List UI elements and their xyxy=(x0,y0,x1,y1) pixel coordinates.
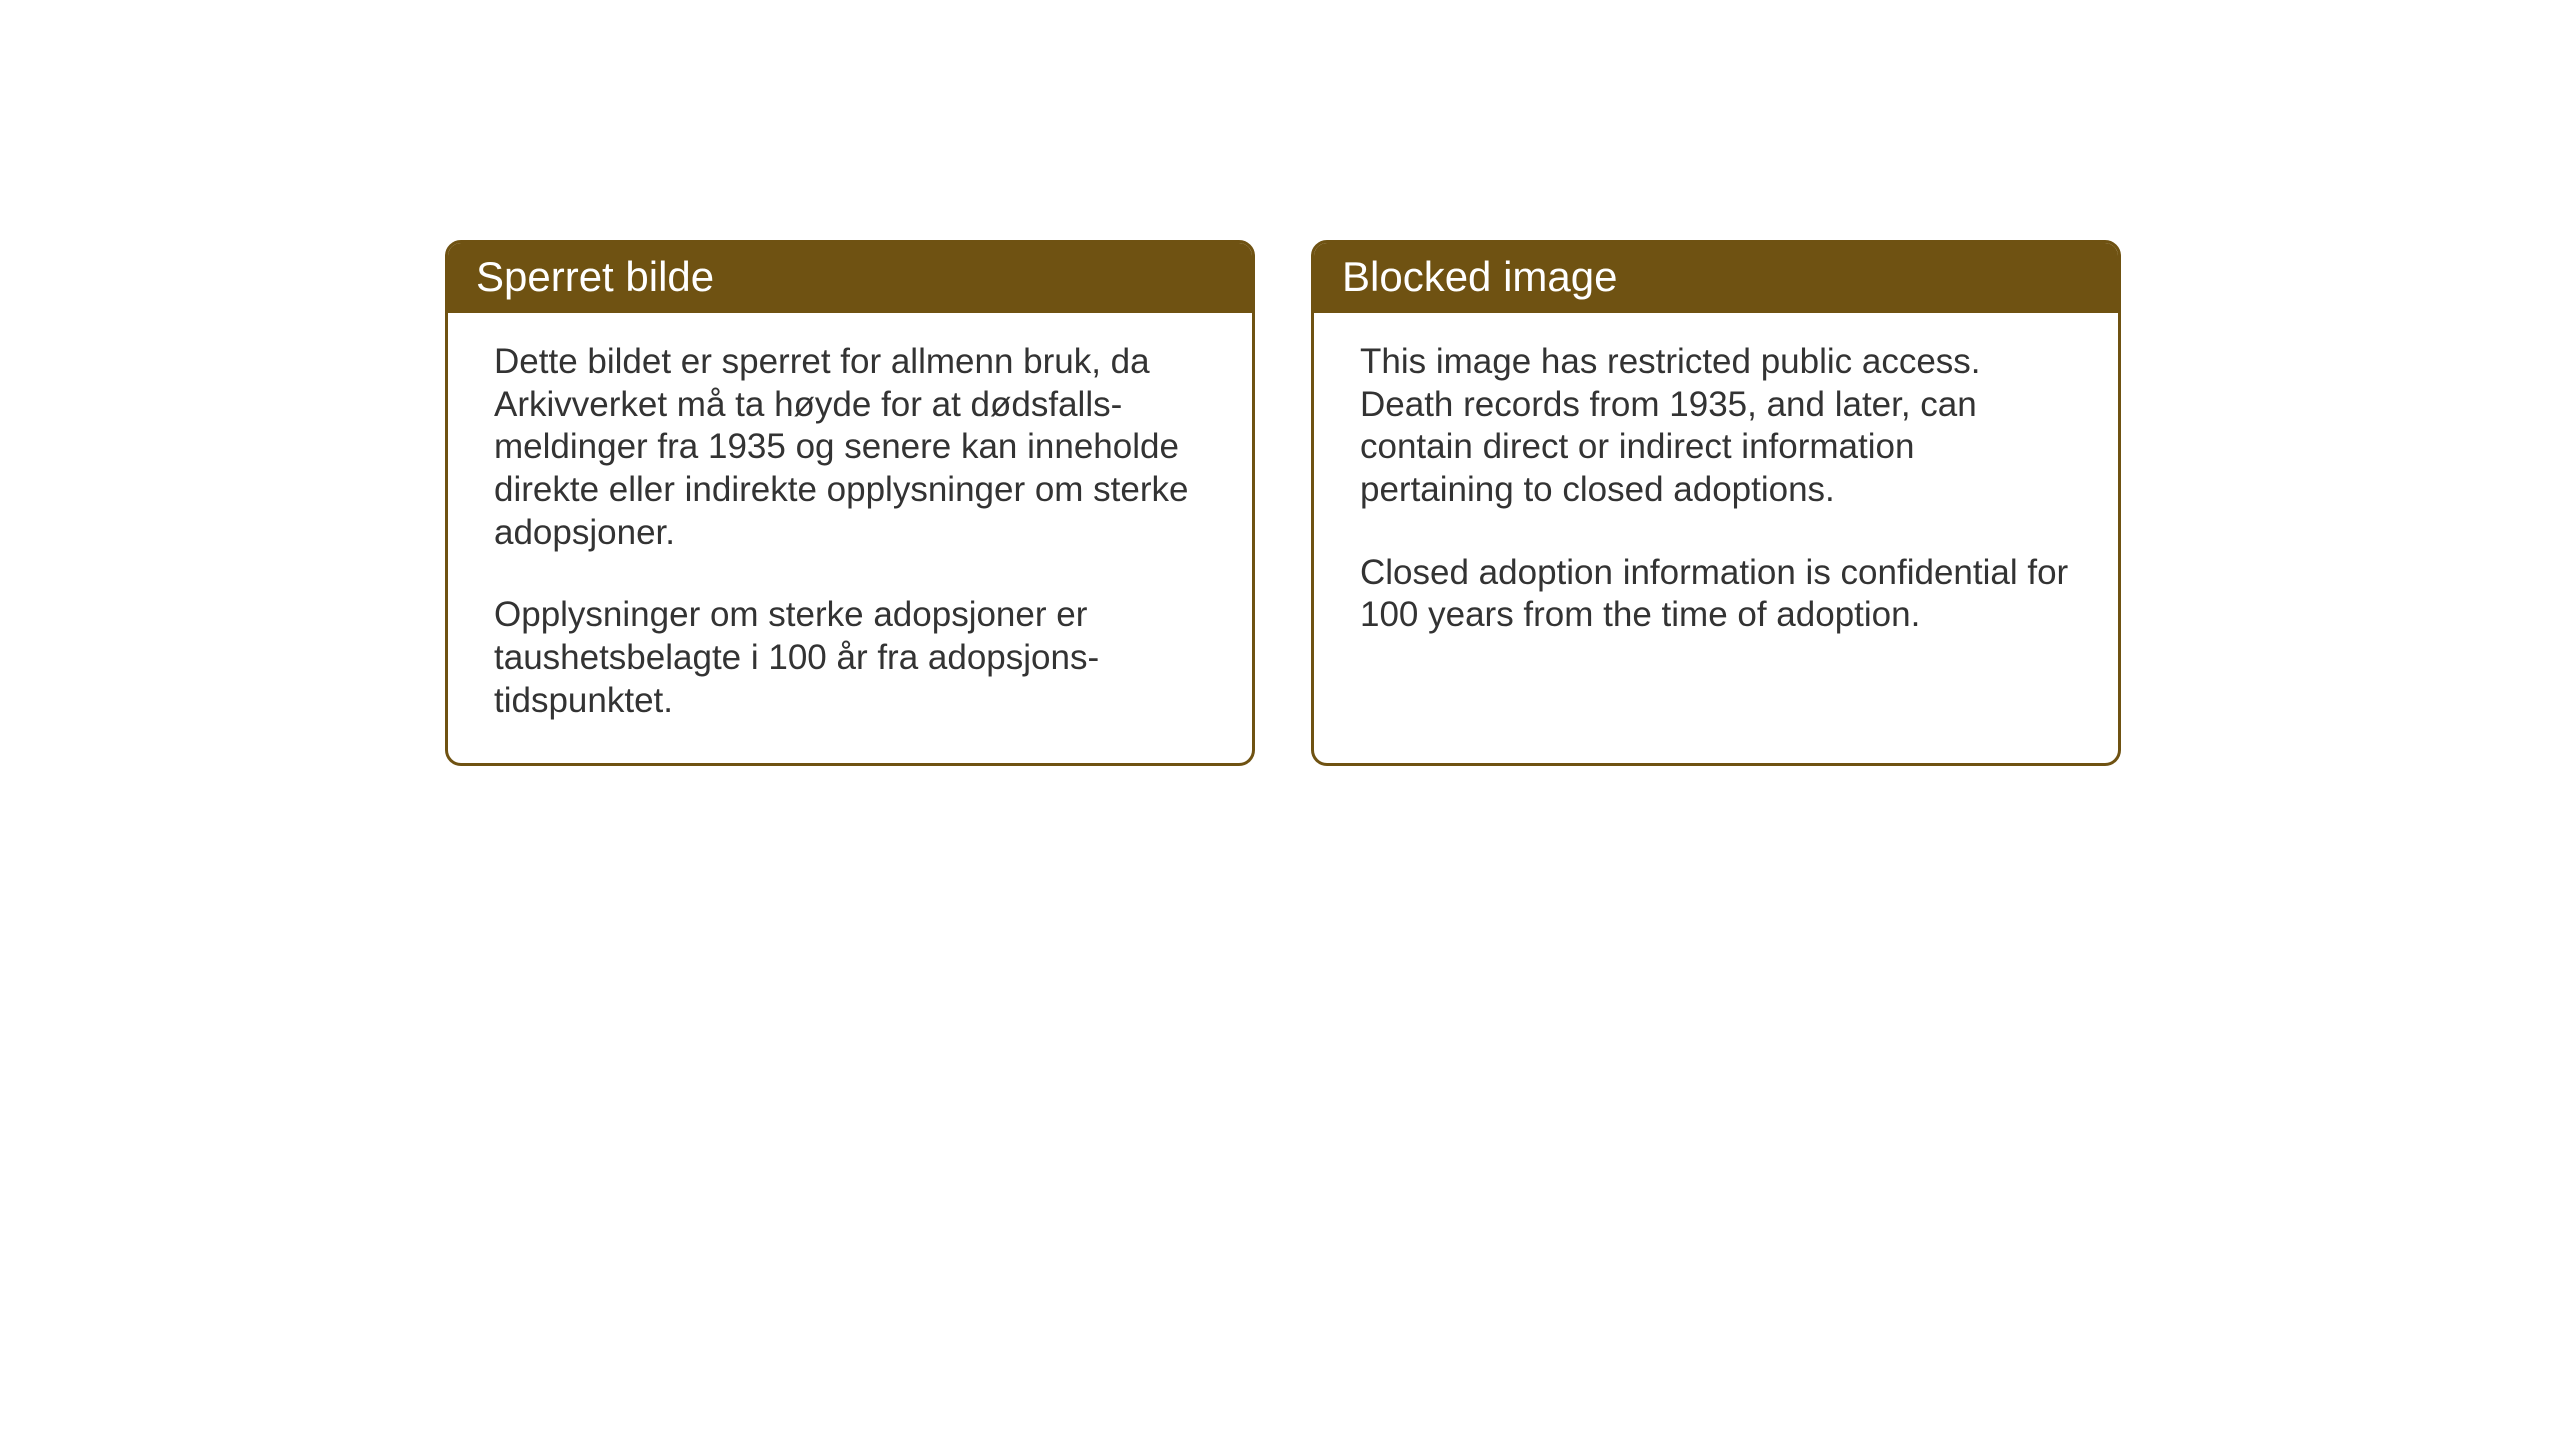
notice-card-english: Blocked image This image has restricted … xyxy=(1311,240,2121,766)
notice-container: Sperret bilde Dette bildet er sperret fo… xyxy=(0,0,2560,766)
card-body: This image has restricted public access.… xyxy=(1314,313,2118,677)
notice-card-norwegian: Sperret bilde Dette bildet er sperret fo… xyxy=(445,240,1255,766)
card-body: Dette bildet er sperret for allmenn bruk… xyxy=(448,313,1252,763)
card-paragraph: Opplysninger om sterke adopsjoner er tau… xyxy=(494,594,1206,722)
card-title: Blocked image xyxy=(1342,253,1617,300)
card-title: Sperret bilde xyxy=(476,253,714,300)
card-paragraph: Dette bildet er sperret for allmenn bruk… xyxy=(494,341,1206,554)
card-paragraph: This image has restricted public access.… xyxy=(1360,341,2072,512)
card-paragraph: Closed adoption information is confident… xyxy=(1360,552,2072,637)
card-header: Sperret bilde xyxy=(448,243,1252,313)
card-header: Blocked image xyxy=(1314,243,2118,313)
